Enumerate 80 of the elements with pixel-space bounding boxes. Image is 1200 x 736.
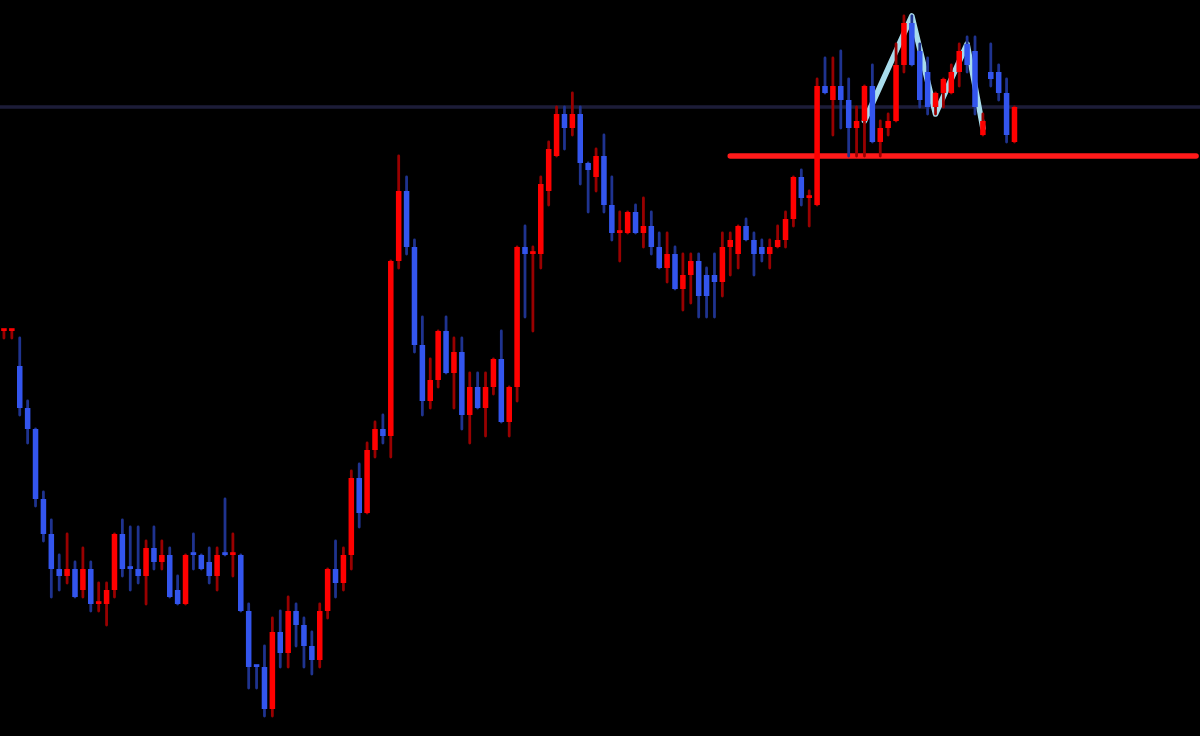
candlestick	[151, 525, 157, 571]
candlestick	[285, 595, 291, 669]
candlestick	[522, 224, 528, 319]
candlestick	[48, 518, 55, 599]
candlestick	[932, 91, 939, 116]
candlestick	[593, 147, 599, 193]
candlestick	[711, 252, 718, 319]
candlestick	[688, 252, 694, 305]
candlestick	[759, 238, 765, 263]
candlestick	[672, 245, 678, 291]
candlestick	[64, 532, 70, 585]
candlestick	[119, 518, 126, 578]
candlestick	[135, 525, 141, 585]
candlestick	[616, 210, 623, 263]
candlestick	[782, 210, 789, 249]
candlestick	[901, 14, 907, 74]
candlestick	[214, 546, 220, 592]
candlestick	[372, 420, 378, 459]
candlestick	[830, 56, 836, 137]
candlestick	[222, 497, 228, 557]
candlestick	[664, 231, 670, 284]
candlestick	[1011, 105, 1018, 144]
candlestick	[719, 231, 726, 298]
candlestick	[143, 539, 149, 606]
candlestick	[72, 560, 78, 599]
candlestick	[798, 168, 805, 207]
candlestick	[9, 328, 15, 340]
candlestick	[380, 413, 386, 445]
candlestick	[88, 560, 94, 613]
candlestick	[853, 105, 860, 158]
candlestick	[293, 602, 299, 648]
candlestick	[443, 315, 449, 375]
candlestick	[561, 105, 568, 151]
candlestick	[490, 357, 497, 396]
candlestick	[261, 644, 268, 718]
candlestick	[695, 252, 702, 319]
candlestick	[230, 532, 236, 578]
candlestick	[743, 217, 749, 242]
candlestick	[506, 385, 512, 438]
candlestick	[632, 203, 639, 235]
candlestick	[877, 119, 884, 158]
candlestick	[790, 175, 797, 228]
candlestick	[190, 532, 197, 571]
candlestick	[103, 581, 110, 627]
candlestick	[569, 91, 576, 137]
candlestick	[95, 581, 102, 613]
candlestick	[735, 224, 741, 270]
candlestick	[624, 210, 631, 235]
candlestick	[822, 56, 828, 95]
candlestick	[324, 567, 331, 620]
candlestick	[956, 42, 962, 88]
candlestick	[1003, 77, 1010, 144]
candlestick	[924, 56, 931, 116]
candlestick	[774, 224, 781, 249]
candlestick	[474, 371, 481, 410]
candlestick	[845, 77, 852, 158]
candlestick	[301, 616, 307, 669]
candlestick	[127, 525, 134, 592]
candlestick	[980, 112, 986, 137]
candlestick	[640, 196, 647, 249]
candlestick	[451, 336, 457, 410]
candlestick	[332, 539, 339, 599]
candlestick	[988, 42, 994, 88]
candlestick	[159, 539, 165, 571]
candlestick	[80, 546, 86, 599]
candlestick	[356, 462, 362, 529]
candlestick	[703, 266, 710, 319]
candlestick	[482, 371, 489, 438]
candlestick	[166, 546, 173, 599]
candlestick	[861, 84, 868, 158]
candlestick	[340, 546, 347, 592]
candlestick	[680, 252, 686, 312]
candlestick	[940, 77, 947, 109]
candlestick	[206, 546, 212, 585]
candlestick	[466, 371, 473, 445]
candlestick	[277, 609, 284, 669]
candlestick	[309, 630, 315, 676]
candlestick	[995, 63, 1002, 102]
candlestick	[40, 490, 47, 543]
candlestick	[751, 231, 757, 277]
